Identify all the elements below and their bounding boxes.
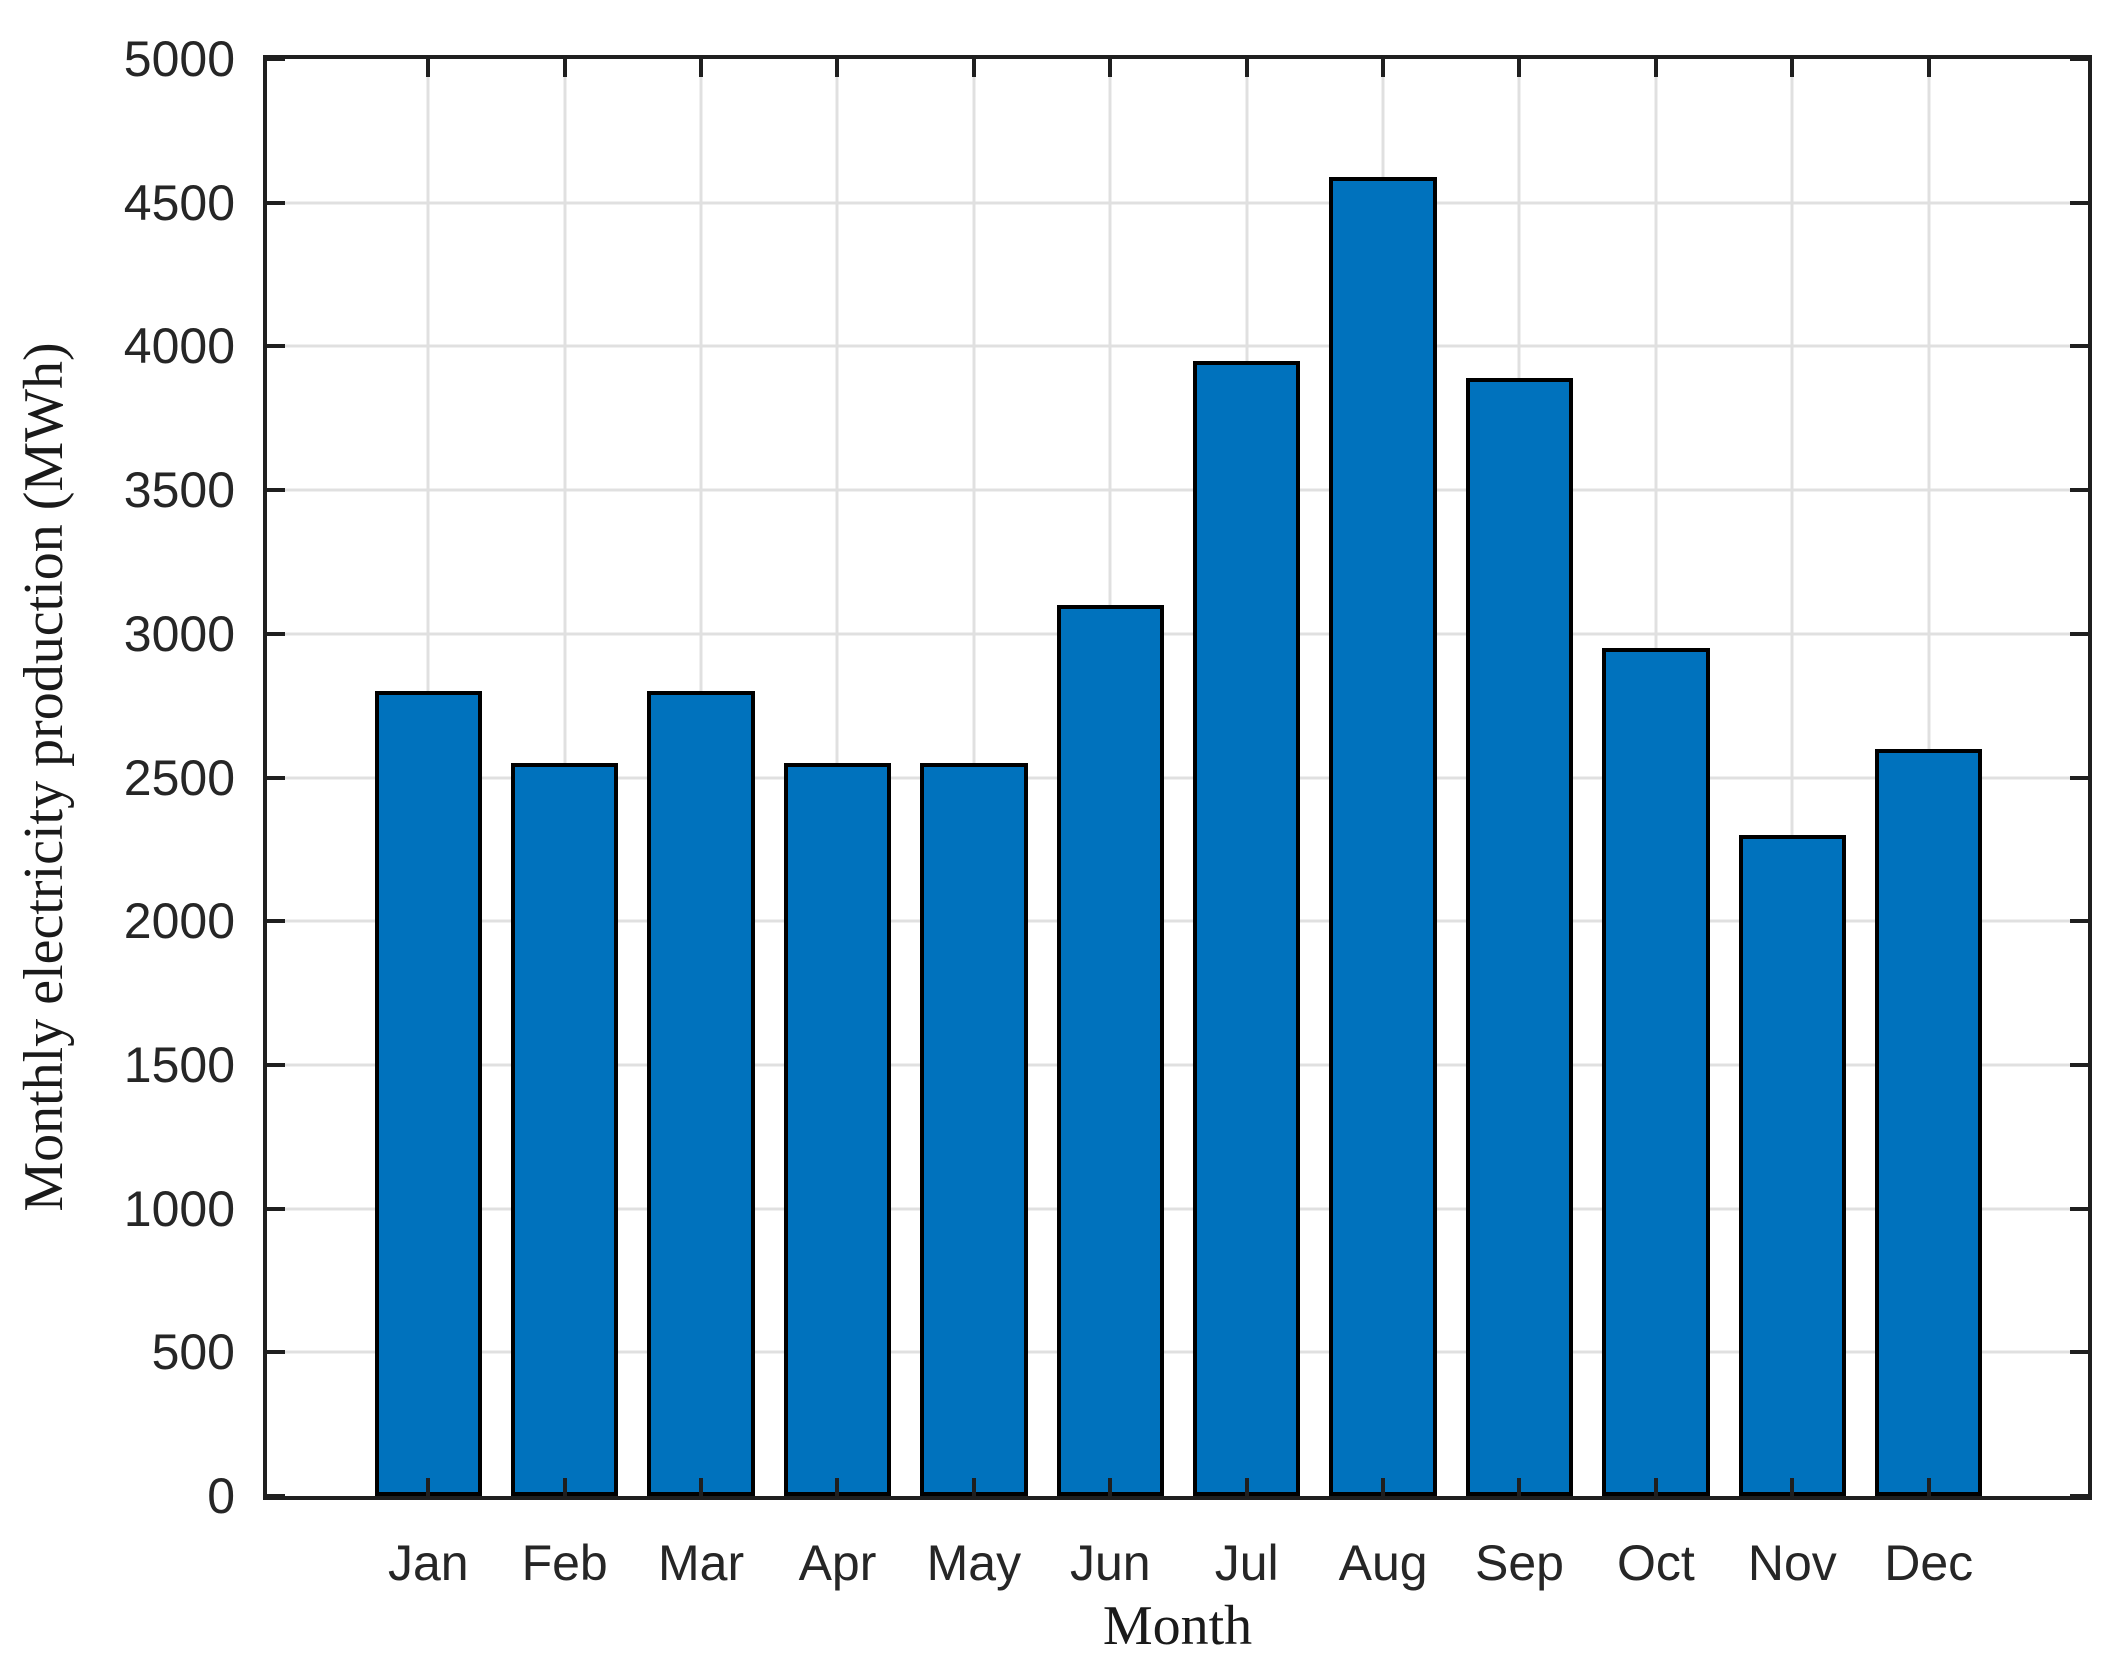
y-tick-label: 2500 [123,749,235,806]
y-tick-right [2070,344,2088,349]
x-tick-top [1926,59,1931,77]
y-tick-label: 1500 [123,1036,235,1093]
x-tick-bottom [1926,1478,1931,1496]
x-tick-label: Apr [798,1535,877,1591]
bar-nov [1738,834,1847,1496]
bar-aug [1329,176,1437,1496]
y-tick-right [2070,1062,2088,1067]
h-gridline [267,488,2088,492]
x-tick-bottom [1108,1478,1113,1496]
bar-sep [1465,378,1574,1496]
bar-mar [647,691,755,1496]
h-gridline [267,1350,2088,1354]
x-tick-label: Nov [1747,1535,1837,1591]
x-tick-top [426,59,431,77]
x-tick-label: Jul [1214,1535,1279,1591]
h-gridline [267,344,2088,348]
x-tick-top [1653,59,1658,77]
y-tick-right [2070,919,2088,924]
x-tick-label: Oct [1616,1535,1695,1591]
h-gridline [267,919,2088,923]
y-tick-right [2070,1206,2088,1211]
x-tick-bottom [1790,1478,1795,1496]
x-tick-top [1517,59,1522,77]
x-tick-bottom [1381,1478,1386,1496]
y-tick-label: 5000 [123,31,235,87]
bar-may [920,763,1028,1496]
y-tick-right [2070,57,2088,61]
x-tick-label: Aug [1338,1535,1428,1591]
x-tick-bottom [971,1478,976,1496]
x-tick-top [562,59,567,77]
h-gridline [267,1063,2088,1067]
y-tick-right [2070,1494,2088,1498]
x-tick-top [1790,59,1795,77]
v-gridline [1790,59,1794,1496]
x-tick-label: May [926,1535,1022,1591]
y-tick-left [267,775,285,780]
y-tick-label: 4500 [123,174,235,231]
y-tick-left [267,344,285,349]
x-tick-bottom [1517,1478,1522,1496]
x-tick-top [1244,59,1249,77]
y-tick-left [267,1350,285,1355]
y-tick-label: 3000 [123,605,235,662]
y-tick-right [2070,1350,2088,1355]
h-gridline [267,201,2088,205]
h-gridline [267,776,2088,779]
bar-dec [1874,748,1983,1496]
x-tick-bottom [835,1478,840,1496]
y-tick-right [2070,775,2088,780]
y-tick-left [267,919,285,924]
x-tick-top [1108,59,1113,77]
y-tick-left [267,631,285,636]
bar-apr [783,763,892,1496]
y-tick-left [267,488,285,493]
x-tick-bottom [1244,1478,1249,1496]
x-tick-label: Dec [1884,1535,1974,1591]
y-tick-label: 2000 [123,893,235,950]
x-tick-bottom [426,1478,431,1496]
x-tick-label: Mar [658,1535,745,1591]
y-tick-left [267,1062,285,1067]
x-tick-top [971,59,976,77]
x-tick-label: Sep [1475,1535,1564,1591]
x-tick-label: Feb [521,1535,608,1591]
bar-jul [1192,360,1301,1496]
y-tick-right [2070,631,2088,636]
x-tick-label: Jun [1069,1535,1151,1591]
x-tick-top [835,59,840,77]
h-gridline [267,632,2088,636]
y-tick-label: 500 [151,1324,235,1381]
x-tick-bottom [699,1478,704,1496]
bar-oct [1602,648,1710,1496]
y-tick-left [267,57,285,61]
x-tick-top [699,59,704,77]
bar-jun [1056,605,1165,1496]
plot-area: Month 0 500 1000 1500 2000 2500 3000 3500 4000 45… [124,34,2092,1654]
bar-feb [510,763,619,1496]
bar-jan [374,691,483,1496]
x-tick-top [1381,59,1386,77]
y-tick-left [267,1206,285,1211]
y-tick-right [2070,200,2088,205]
y-axis-label: Monthly electricity production (MWh) [13,342,75,1212]
h-gridline [267,1207,2088,1211]
y-tick-label: 4000 [123,318,235,375]
y-tick-label: 3500 [123,462,235,519]
y-tick-left [267,1494,285,1498]
x-tick-bottom [562,1478,567,1496]
x-axis-label: Month [1102,1595,1253,1657]
y-tick-left [267,200,285,205]
y-tick-label: 1000 [123,1180,235,1237]
y-tick-label: 0 [207,1468,235,1524]
x-tick-label: Jan [387,1535,469,1591]
y-tick-right [2070,488,2088,493]
x-tick-bottom [1653,1478,1658,1496]
